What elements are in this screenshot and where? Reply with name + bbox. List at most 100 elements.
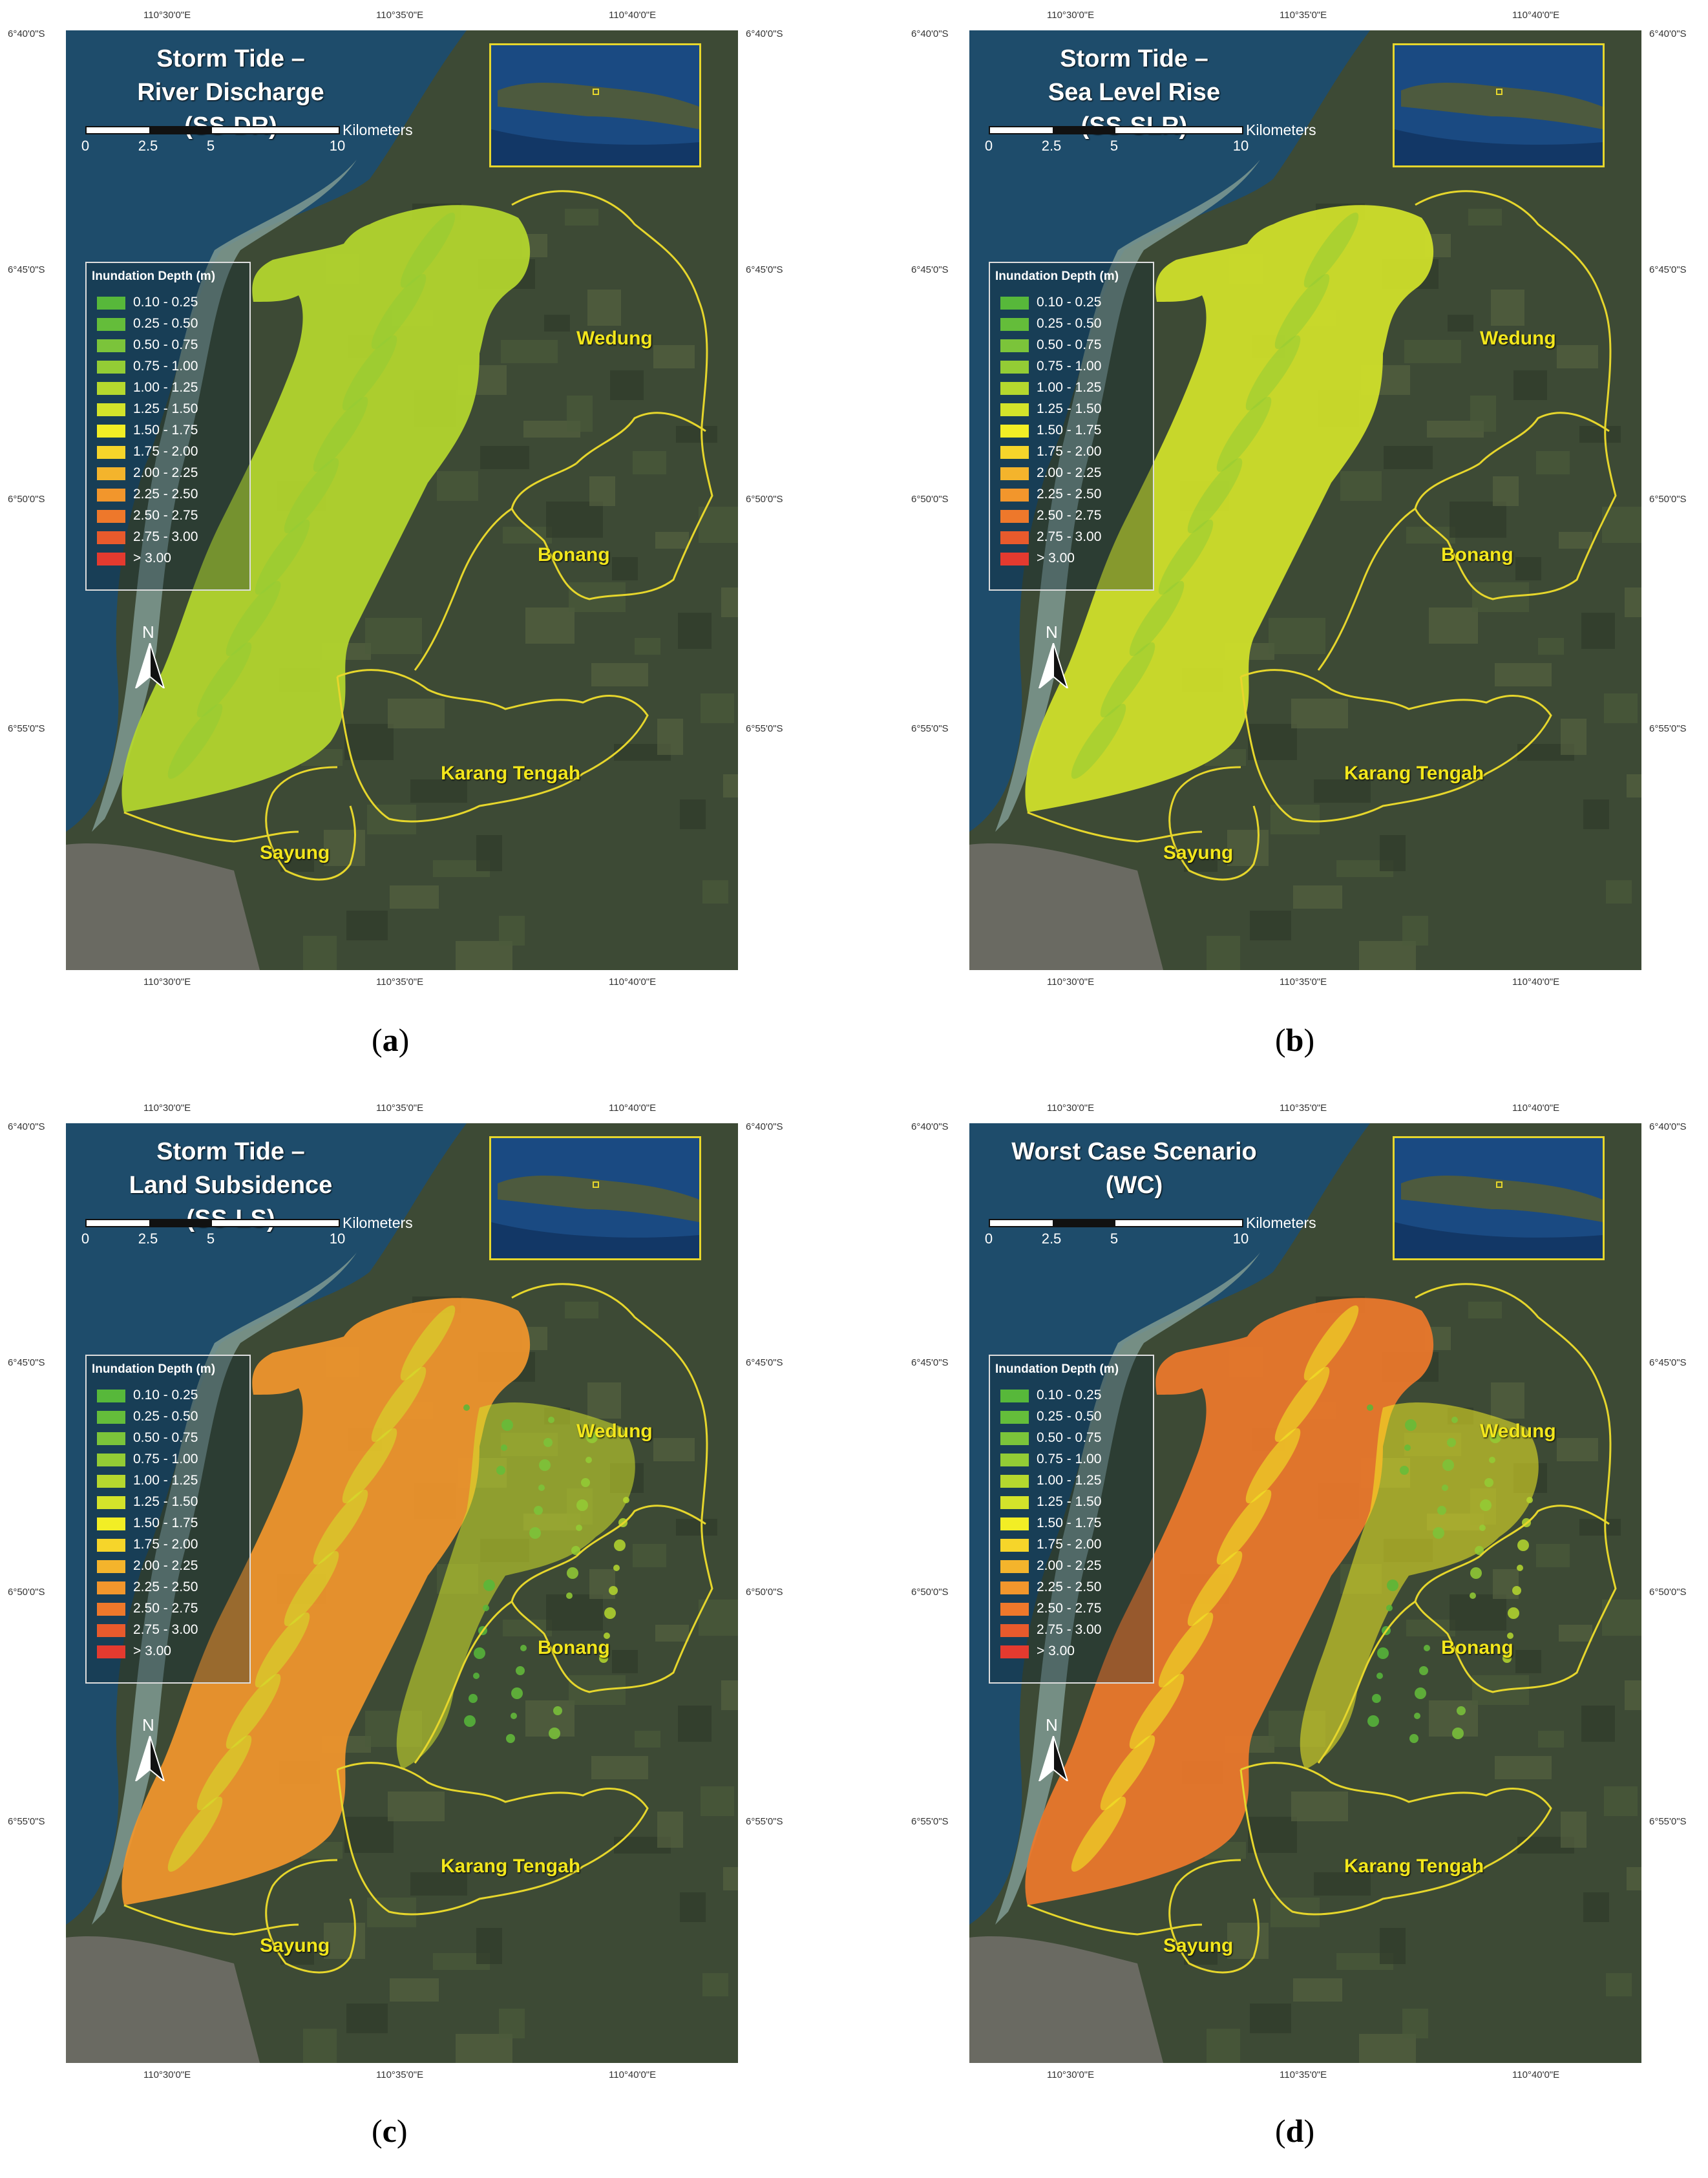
legend-title: Inundation Depth (m) (92, 1362, 216, 1376)
land-field (655, 532, 689, 549)
land-field (587, 290, 621, 326)
land-field (721, 587, 738, 617)
inundation-patch (1274, 273, 1330, 350)
legend-swatch (97, 1454, 125, 1466)
land-field (1468, 209, 1502, 226)
land-field (1602, 507, 1641, 543)
scale-bar-tick-label: 0 (81, 1231, 90, 1247)
land-field (678, 613, 712, 649)
panel-caption: (c) (372, 2113, 408, 2149)
legend-swatch (1000, 489, 1029, 502)
land-field (1184, 1948, 1218, 1965)
land-field (565, 1302, 598, 1318)
land-field (324, 830, 365, 866)
legend-swatch (1000, 446, 1029, 459)
region-boundary (511, 190, 713, 600)
north-arrow: N (131, 622, 169, 688)
sea-area (66, 1123, 467, 1925)
inundation-patch (1100, 1735, 1155, 1811)
lat-label-right: 6°40'0"S (746, 28, 783, 39)
legend-swatch (97, 425, 125, 438)
lon-label-bottom: 110°35'0"E (1280, 2069, 1327, 2080)
legend-swatch (1000, 1390, 1029, 1402)
region-boundary (575, 1505, 706, 1558)
locator-map-graphic (1395, 45, 1603, 165)
legend-label: 2.25 - 2.50 (1037, 1580, 1102, 1594)
panel-caption-letter: d (1285, 2113, 1304, 2149)
lat-label-left: 6°40'0"S (8, 28, 45, 39)
scale-bar-unit: Kilometers (343, 1214, 413, 1231)
legend-swatch (1000, 403, 1029, 416)
scale-bar-tick-label: 0 (984, 138, 993, 154)
inundation-patch (371, 273, 427, 350)
land-field (1579, 1519, 1621, 1536)
legend-swatch (97, 1560, 125, 1573)
land-field (1450, 502, 1506, 538)
land-field (410, 779, 467, 803)
inundation-patch (1187, 458, 1243, 534)
legend-swatch (97, 1496, 125, 1509)
inundation-spot (469, 1694, 478, 1703)
shallow-water (92, 160, 357, 832)
land-field (303, 2029, 337, 2063)
inundation-patch (1274, 1366, 1330, 1443)
legend-label: 1.50 - 1.75 (133, 1516, 198, 1530)
land-field (1291, 699, 1348, 728)
lat-label-right: 6°50'0"S (746, 1587, 783, 1598)
scale-bar-tick-label: 10 (1232, 138, 1249, 154)
land-field (390, 1978, 439, 2002)
north-arrow-label: N (142, 1715, 154, 1735)
inundation-spot (1442, 1459, 1454, 1471)
land-field (280, 1948, 314, 1965)
legend-label: 2.00 - 2.25 (1037, 1558, 1102, 1573)
legend-label: 2.50 - 2.75 (1037, 1601, 1102, 1616)
north-arrow: N (131, 1715, 169, 1781)
inundation-spot (1404, 1444, 1411, 1451)
inundation-spot (1451, 1417, 1458, 1423)
region-label: Bonang (538, 1637, 610, 1658)
scale-bar-segment (1053, 127, 1115, 133)
land-field (1493, 476, 1519, 506)
scale-bar-unit: Kilometers (1246, 122, 1316, 138)
land-field (1583, 799, 1609, 829)
legend-label: 1.75 - 2.00 (133, 444, 198, 459)
lon-label-top: 110°40'0"E (609, 1103, 657, 1114)
legend-swatch (97, 1645, 125, 1658)
lat-label-left: 6°55'0"S (8, 1816, 45, 1827)
land-field (1625, 587, 1641, 617)
inundation-spot (1372, 1694, 1381, 1703)
legend-swatch (1000, 297, 1029, 310)
land-field (1250, 2004, 1291, 2033)
scale-bar (989, 126, 1243, 134)
land-field (1538, 638, 1564, 655)
inundation-spot (543, 1438, 553, 1447)
urban-area (66, 1936, 260, 2063)
lat-label-right: 6°40'0"S (1649, 1121, 1687, 1132)
legend-swatch (1000, 382, 1029, 395)
land-field (1184, 855, 1218, 872)
land-field (365, 618, 422, 654)
land-field (1227, 830, 1269, 866)
land-field (612, 557, 638, 580)
land-field (456, 941, 512, 970)
legend-swatch (97, 1390, 125, 1402)
inundation-spot (1447, 1438, 1456, 1447)
inundation-patch (1100, 642, 1155, 718)
legend-label: 1.00 - 1.25 (1037, 1473, 1102, 1488)
scale-bar (85, 126, 340, 134)
inundation-spot (516, 1666, 525, 1675)
scale-bar-tick-label: 5 (1110, 1231, 1119, 1247)
land-field (388, 1792, 445, 1821)
lon-label-bottom: 110°35'0"E (376, 2069, 424, 2080)
land-field (1604, 693, 1638, 723)
panel-caption: (a) (372, 1022, 410, 1058)
inundation-spot (1367, 1715, 1379, 1727)
legend-swatch (1000, 1645, 1029, 1658)
legend-title: Inundation Depth (m) (995, 1362, 1119, 1376)
legend-swatch (1000, 510, 1029, 523)
map-title-line: (WC) (1105, 1172, 1163, 1199)
land-field (676, 426, 717, 443)
inundation-spot (567, 1567, 578, 1579)
legend-swatch (1000, 553, 1029, 566)
inundation-patch (371, 1366, 427, 1443)
